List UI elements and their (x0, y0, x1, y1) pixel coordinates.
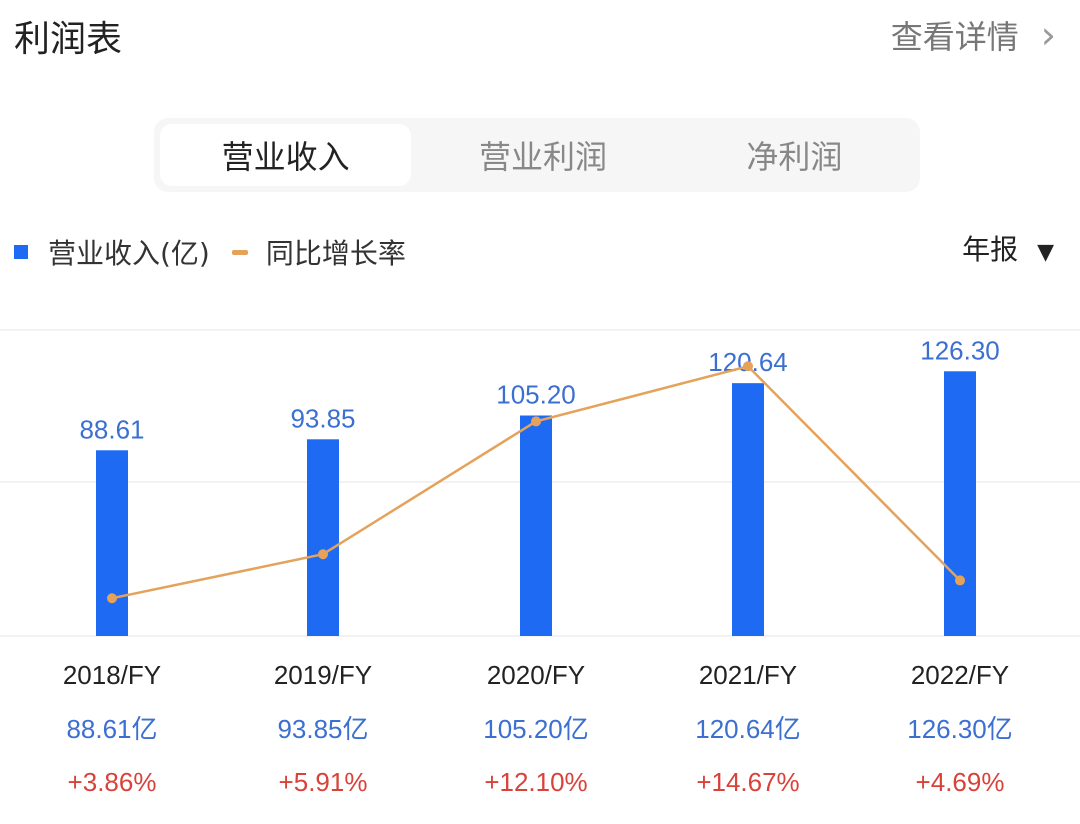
bar-value-label: 93.85 (290, 403, 355, 433)
view-details-label: 查看详情 (890, 18, 1019, 56)
chart-legend: 营业收入(亿) 同比增长率 (14, 232, 406, 272)
x-tick-label: 2018/FY (63, 660, 161, 690)
period-select[interactable]: 年报 ▼ (962, 228, 1054, 268)
legend-bar-swatch (14, 245, 28, 259)
growth-point (107, 593, 117, 604)
bar (307, 439, 339, 636)
revenue-value: 105.20亿 (483, 714, 589, 744)
bar-value-label: 88.61 (79, 414, 144, 444)
page-title: 利润表 (14, 19, 123, 60)
tab-net-profit[interactable]: 净利润 (746, 138, 843, 176)
growth-rate: +3.86% (68, 767, 157, 797)
revenue-value: 126.30亿 (907, 714, 1013, 744)
period-select-label: 年报 (962, 233, 1019, 266)
growth-point (955, 575, 965, 586)
growth-rate: +12.10% (484, 767, 587, 797)
x-tick-label: 2022/FY (911, 660, 1009, 690)
legend-bar-label: 营业收入(亿) (48, 237, 210, 270)
bar-value-label: 126.30 (920, 335, 1000, 365)
growth-point (318, 549, 328, 560)
legend-line-label: 同比增长率 (265, 237, 406, 270)
x-tick-label: 2021/FY (699, 660, 797, 690)
revenue-value: 120.64亿 (695, 714, 801, 744)
chevron-right-icon: › (1040, 13, 1056, 57)
view-details-link[interactable]: 查看详情 › (891, 12, 1056, 58)
bar (732, 383, 764, 636)
growth-rate: +5.91% (279, 767, 368, 797)
caret-down-icon: ▼ (1037, 240, 1054, 265)
legend-line-swatch (231, 249, 248, 255)
growth-point (743, 361, 753, 372)
growth-rate: +14.67% (696, 767, 799, 797)
bar (944, 371, 976, 636)
bar (96, 450, 128, 636)
x-tick-label: 2020/FY (487, 660, 585, 690)
tab-operating-profit[interactable]: 营业利润 (478, 138, 607, 176)
bar-value-label: 105.20 (496, 380, 576, 410)
tab-revenue[interactable]: 营业收入 (160, 124, 412, 186)
x-tick-label: 2019/FY (274, 660, 372, 690)
growth-point (531, 416, 541, 427)
tab-bar: 营业收入 营业利润 净利润 (154, 118, 920, 192)
revenue-value: 88.61亿 (66, 714, 157, 744)
revenue-value: 93.85亿 (277, 714, 368, 744)
bar (520, 415, 552, 636)
growth-rate: +4.69% (916, 767, 1005, 797)
